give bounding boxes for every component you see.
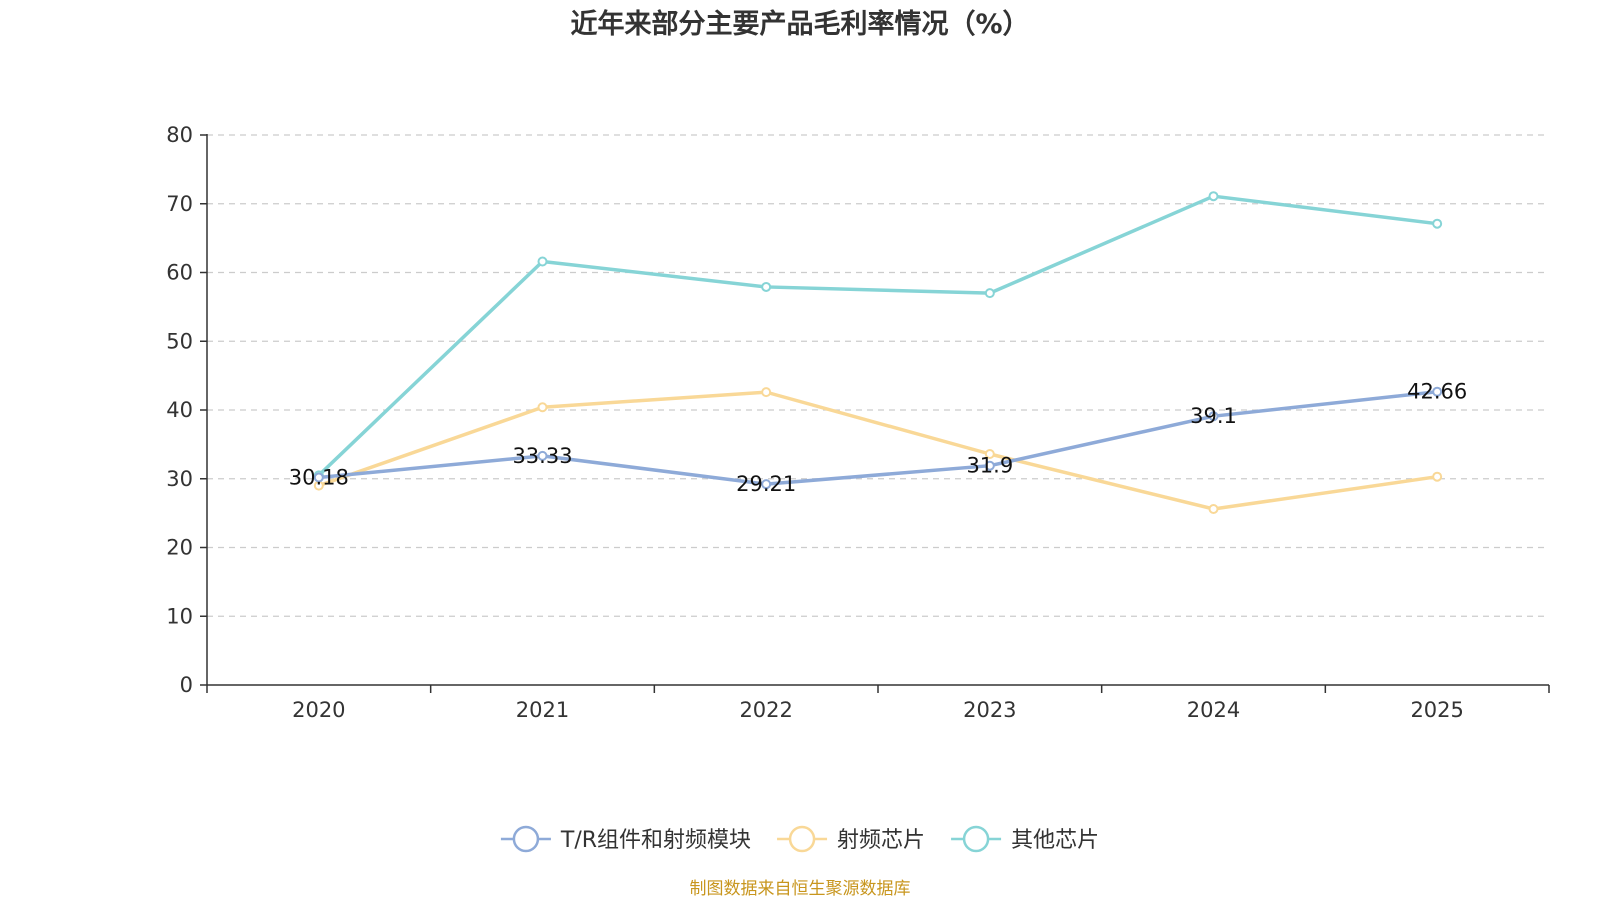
axes: 0 10 20 30 40 50 60 70 80 2020 2021 2022 2023 2024 202… <box>166 123 1550 722</box>
x-tick-label: 2024 <box>1187 698 1240 722</box>
y-tick-label: 20 <box>166 536 193 560</box>
y-tick-label: 10 <box>166 604 193 628</box>
data-point <box>537 256 548 267</box>
y-tick-label: 30 <box>166 467 193 491</box>
data-point <box>313 472 324 483</box>
data-point <box>761 479 772 490</box>
data-point <box>1208 504 1219 514</box>
legend-item-2[interactable]: 其他芯片 <box>951 825 1099 853</box>
legend-label: 射频芯片 <box>837 828 925 853</box>
x-tick-label: 2025 <box>1410 698 1463 722</box>
data-label: 33.33 <box>512 444 572 468</box>
data-point <box>1432 386 1443 397</box>
y-tick-label: 50 <box>166 329 193 353</box>
series-line-0 <box>317 389 1439 486</box>
legend-item-1[interactable]: 射频芯片 <box>777 825 925 853</box>
data-point <box>537 450 548 461</box>
data-labels: 30.18 33.33 29.21 31.9 39.1 42.66 <box>289 380 1467 496</box>
data-point <box>1432 218 1443 229</box>
source-note: 制图数据来自恒生聚源数据库 <box>690 879 911 899</box>
y-tick-label: 60 <box>166 261 193 285</box>
data-point <box>537 402 548 413</box>
data-point <box>1208 191 1219 202</box>
legend[interactable]: T/R组件和射频模块 射频芯片 其他芯片 <box>500 825 1099 853</box>
data-label: 42.66 <box>1407 380 1467 404</box>
legend-item-0[interactable]: T/R组件和射频模块 <box>500 825 751 853</box>
series-line-2 <box>317 194 1439 478</box>
data-point <box>761 281 772 292</box>
legend-circle-icon <box>512 825 540 853</box>
x-tick-label: 2020 <box>292 698 345 722</box>
data-label: 31.9 <box>966 454 1013 478</box>
x-tick-label: 2023 <box>963 698 1016 722</box>
legend-circle-icon <box>962 825 990 853</box>
data-point <box>984 288 995 299</box>
data-label: 39.1 <box>1190 404 1237 428</box>
data-point <box>1432 471 1443 482</box>
chart-title: 近年来部分主要产品毛利率情况（%） <box>570 8 1029 40</box>
grid-lines <box>207 134 1549 617</box>
series-line-1 <box>317 390 1439 511</box>
x-tick-label: 2022 <box>739 698 792 722</box>
data-point <box>984 449 995 459</box>
legend-circle-icon <box>788 825 816 853</box>
data-point <box>761 387 772 398</box>
legend-label: 其他芯片 <box>1011 828 1099 853</box>
y-tick-label: 70 <box>166 192 193 216</box>
data-point <box>1208 411 1219 422</box>
data-label: 29.21 <box>736 472 796 496</box>
series-lines <box>313 191 1443 514</box>
y-tick-label: 40 <box>166 398 193 422</box>
x-tick-label: 2021 <box>516 698 569 722</box>
data-point <box>984 460 995 471</box>
data-label: 30.18 <box>289 466 349 490</box>
y-tick-label: 80 <box>166 123 193 147</box>
legend-label: T/R组件和射频模块 <box>560 828 751 853</box>
y-tick-label: 0 <box>180 673 193 697</box>
